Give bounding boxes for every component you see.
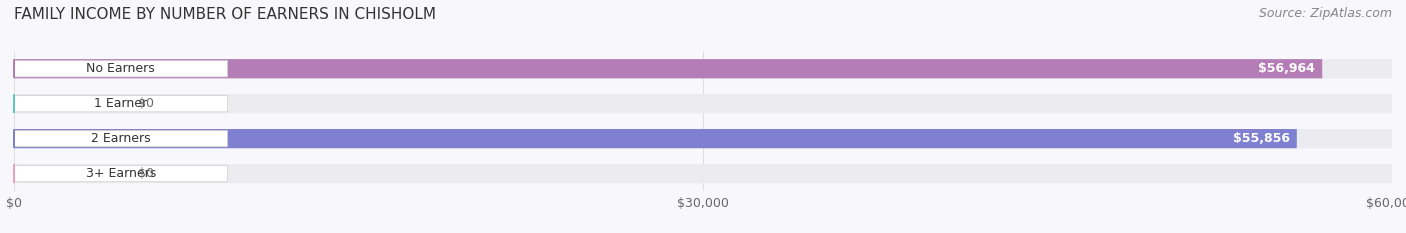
Text: $55,856: $55,856 xyxy=(1233,132,1289,145)
Text: 3+ Earners: 3+ Earners xyxy=(86,167,156,180)
FancyBboxPatch shape xyxy=(14,96,228,112)
Text: 2 Earners: 2 Earners xyxy=(91,132,150,145)
FancyBboxPatch shape xyxy=(14,129,1392,148)
Text: $0: $0 xyxy=(138,167,155,180)
FancyBboxPatch shape xyxy=(14,165,228,182)
Text: $0: $0 xyxy=(138,97,155,110)
Text: No Earners: No Earners xyxy=(86,62,155,75)
FancyBboxPatch shape xyxy=(14,94,1392,113)
Text: Source: ZipAtlas.com: Source: ZipAtlas.com xyxy=(1258,7,1392,20)
Text: 1 Earner: 1 Earner xyxy=(94,97,148,110)
FancyBboxPatch shape xyxy=(14,59,1322,78)
FancyBboxPatch shape xyxy=(14,130,228,147)
FancyBboxPatch shape xyxy=(14,129,1296,148)
FancyBboxPatch shape xyxy=(14,61,228,77)
Text: FAMILY INCOME BY NUMBER OF EARNERS IN CHISHOLM: FAMILY INCOME BY NUMBER OF EARNERS IN CH… xyxy=(14,7,436,22)
FancyBboxPatch shape xyxy=(14,164,1392,183)
FancyBboxPatch shape xyxy=(14,59,1392,78)
Text: $56,964: $56,964 xyxy=(1258,62,1316,75)
